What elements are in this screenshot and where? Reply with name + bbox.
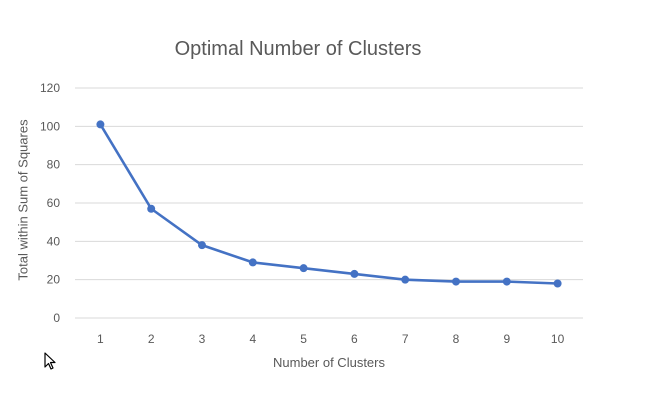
svg-text:100: 100 — [40, 119, 60, 133]
svg-text:40: 40 — [47, 234, 61, 248]
svg-text:20: 20 — [47, 273, 61, 287]
x-axis-label: Number of Clusters — [273, 355, 385, 370]
svg-text:3: 3 — [199, 332, 206, 346]
svg-text:4: 4 — [249, 332, 256, 346]
gridlines — [75, 87, 583, 319]
svg-text:8: 8 — [453, 332, 460, 346]
x-tick-labels: 1 2 3 4 5 6 7 8 9 10 — [97, 332, 565, 346]
mouse-pointer-icon — [44, 352, 56, 370]
svg-text:2: 2 — [148, 332, 155, 346]
svg-text:5: 5 — [300, 332, 307, 346]
y-tick-labels: 0 20 40 60 80 100 120 — [40, 81, 60, 325]
svg-text:60: 60 — [47, 196, 61, 210]
data-series — [96, 120, 562, 288]
chart-title: Optimal Number of Clusters — [174, 38, 422, 60]
svg-text:6: 6 — [351, 332, 358, 346]
svg-text:80: 80 — [47, 158, 61, 172]
svg-text:10: 10 — [551, 332, 565, 346]
svg-text:0: 0 — [53, 311, 60, 325]
svg-text:1: 1 — [97, 332, 104, 346]
svg-text:120: 120 — [40, 81, 60, 95]
svg-text:7: 7 — [402, 332, 409, 346]
svg-text:9: 9 — [503, 332, 510, 346]
